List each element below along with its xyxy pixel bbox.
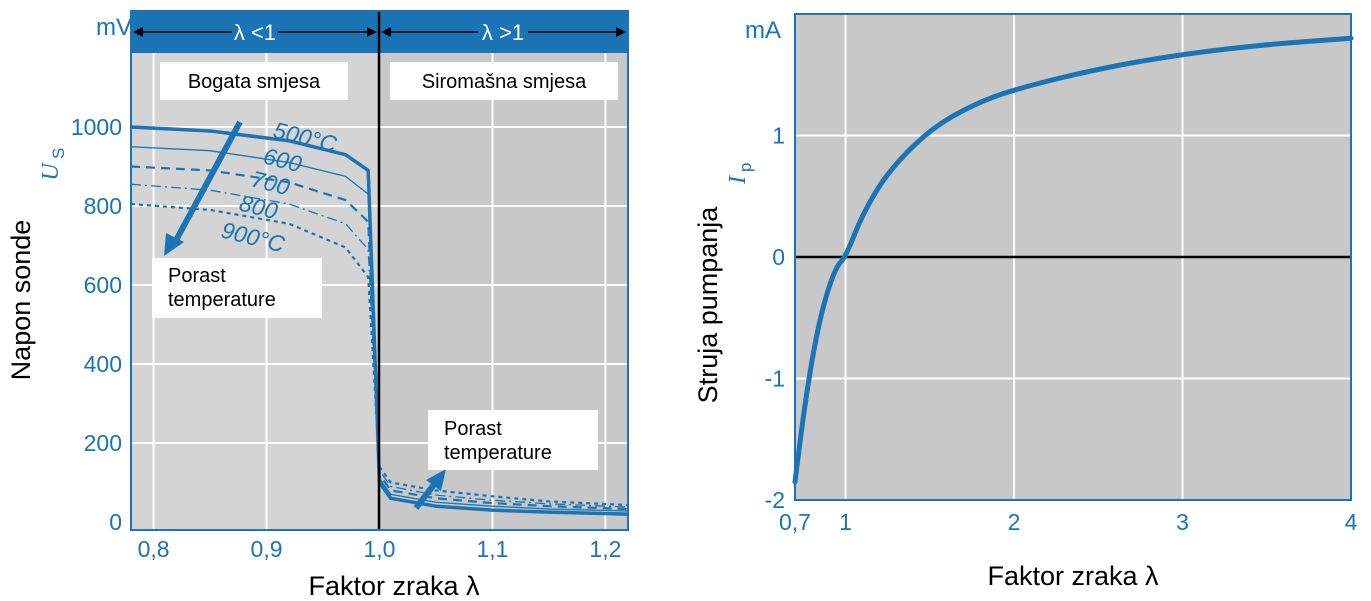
right-x-tick-label: 3 xyxy=(1176,509,1189,535)
lean-region-name: Siromašna smjesa xyxy=(422,71,587,93)
x-axis-title-box-right xyxy=(957,559,1189,597)
lean-region-span-arrow xyxy=(381,27,626,37)
svg-text:p: p xyxy=(736,163,755,172)
temperature-rise-text-rich-2: temperature xyxy=(168,289,276,311)
right-x-tick-label: 4 xyxy=(1345,509,1358,535)
left-y-tick-label: 600 xyxy=(84,272,122,298)
temperature-rise-arrow-rich xyxy=(164,120,243,256)
right-y-tick-label: 0 xyxy=(772,244,785,270)
left-y-tick-label: 800 xyxy=(84,193,122,219)
svg-text:I: I xyxy=(725,175,751,185)
y-axis-title-right: Struja pumpanja xyxy=(693,206,723,404)
right-plot-frame xyxy=(794,13,1352,501)
temperature-rise-box-rich xyxy=(152,258,322,318)
left-y-tick-label: 0 xyxy=(109,509,122,535)
rich-region-name: Bogata smjesa xyxy=(188,71,321,93)
temperature-rise-arrow-lean xyxy=(413,469,446,510)
left-x-tick-label: 0,8 xyxy=(138,536,170,562)
left-tick-labels: 0,8 0,9 1,0 1,1 1,2 0 200 400 600 800 1000 xyxy=(71,114,622,562)
right-curves xyxy=(792,35,1354,485)
right-y-tick-label: -1 xyxy=(765,366,785,392)
temperature-rise-box-lean xyxy=(428,410,598,470)
left-plot-frame xyxy=(130,10,629,531)
rich-region-span-arrow xyxy=(133,27,377,37)
y-axis-symbol: U S xyxy=(38,148,68,181)
y-unit-label: mV xyxy=(96,14,132,41)
rich-region-label-box xyxy=(160,62,348,100)
pump-current-chart: 0,7 1 2 3 4 -2 -1 0 1 mA Struja pumpanja I p Fak… xyxy=(693,13,1358,597)
x-axis-title-box xyxy=(285,569,503,601)
temperature-rise-text-rich-1: Porast xyxy=(168,265,226,287)
left-y-tick-label: 1000 xyxy=(71,114,122,140)
left-x-tick-label: 1,1 xyxy=(476,536,508,562)
svg-text:S: S xyxy=(49,148,68,159)
right-y-tick-label: 1 xyxy=(772,123,785,149)
y-unit-label-right: mA xyxy=(745,17,781,44)
right-x-tick-label: 1 xyxy=(839,509,852,535)
x-axis-title: Faktor zraka λ xyxy=(308,571,480,601)
left-y-tick-label: 400 xyxy=(84,351,122,377)
right-tick-labels: 0,7 1 2 3 4 -2 -1 0 1 xyxy=(765,123,1358,536)
pump-current-line xyxy=(792,35,1354,485)
lambda-voltage-chart: 0,8 0,9 1,0 1,1 1,2 0 200 400 600 800 1000 mV λ <1… xyxy=(6,10,629,601)
left-y-tick-label: 200 xyxy=(84,430,122,456)
right-x-tick-label: 2 xyxy=(1008,509,1021,535)
region-lean-lambda-label: λ >1 xyxy=(482,20,524,45)
region-rich-lambda-label: λ <1 xyxy=(234,20,276,45)
y-axis-symbol-right: I p xyxy=(725,163,755,185)
left-x-tick-label: 1,2 xyxy=(589,536,621,562)
temperature-rise-text-lean-2: temperature xyxy=(444,442,552,464)
x-axis-title-right: Faktor zraka λ xyxy=(987,561,1159,591)
svg-text:U: U xyxy=(38,162,64,181)
left-x-tick-label: 1,0 xyxy=(364,536,396,562)
right-x-tick-label: 0,7 xyxy=(779,509,811,535)
right-y-tick-label: -2 xyxy=(765,487,785,513)
y-axis-title: Napon sonde xyxy=(6,220,36,381)
temperature-rise-text-lean-1: Porast xyxy=(444,418,502,440)
left-x-tick-label: 0,9 xyxy=(251,536,283,562)
lean-region-label-box xyxy=(390,62,618,100)
